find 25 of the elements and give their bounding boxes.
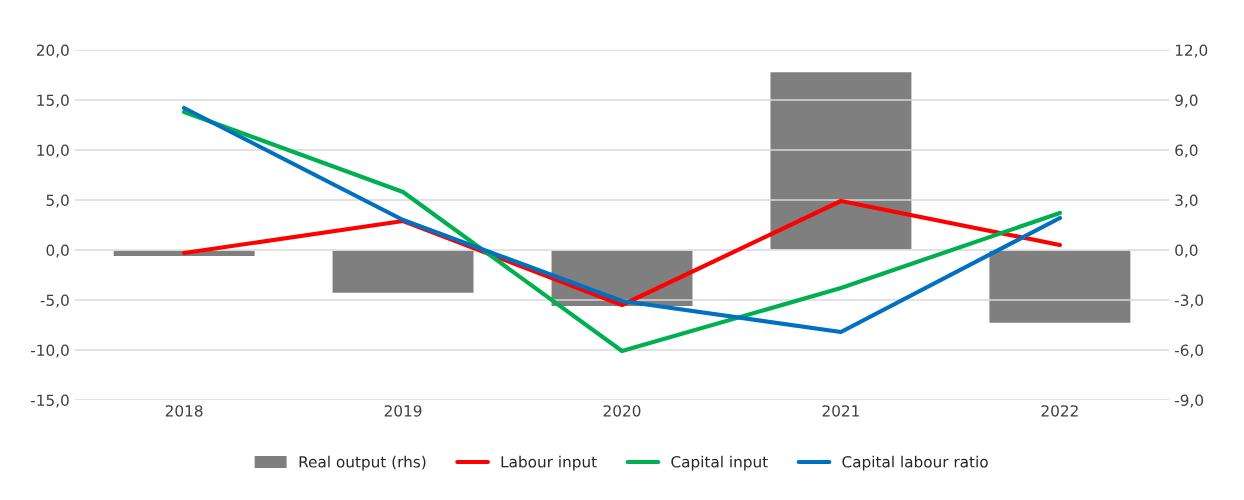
y-tick-label: -5,0 bbox=[40, 294, 69, 308]
y-tick-label: 5,0 bbox=[46, 194, 69, 208]
y2-tick-label: 6,0 bbox=[1175, 144, 1198, 158]
legend-label: Labour input bbox=[501, 455, 597, 471]
legend-label: Real output (rhs) bbox=[299, 455, 426, 471]
y2-tick-label: 3,0 bbox=[1175, 194, 1198, 208]
y-tick-label: -10,0 bbox=[31, 344, 69, 358]
x-tick-label: 2021 bbox=[822, 405, 859, 417]
legend-label: Capital labour ratio bbox=[842, 455, 988, 471]
legend-label: Capital input bbox=[671, 455, 768, 471]
x-tick-label: 2022 bbox=[1041, 405, 1078, 417]
y2-tick-label: -6,0 bbox=[1174, 344, 1204, 358]
y2-tick-label: -9,0 bbox=[1174, 394, 1204, 408]
y-tick-label: 10,0 bbox=[37, 144, 69, 158]
y-tick-label: 20,0 bbox=[36, 44, 69, 58]
y2-tick-label: 12,0 bbox=[1175, 44, 1208, 58]
x-tick-label: 2019 bbox=[384, 405, 422, 417]
y2-tick-label: 9,0 bbox=[1175, 94, 1198, 108]
y-tick-label: 15,0 bbox=[37, 94, 69, 108]
y2-tick-label: 0,0 bbox=[1175, 244, 1198, 258]
x-tick-label: 2020 bbox=[603, 405, 641, 417]
y-tick-label: 0,0 bbox=[46, 244, 69, 258]
y2-tick-label: -3,0 bbox=[1174, 294, 1204, 308]
y-tick-label: -15,0 bbox=[31, 394, 69, 408]
x-tick-label: 2018 bbox=[165, 405, 203, 417]
